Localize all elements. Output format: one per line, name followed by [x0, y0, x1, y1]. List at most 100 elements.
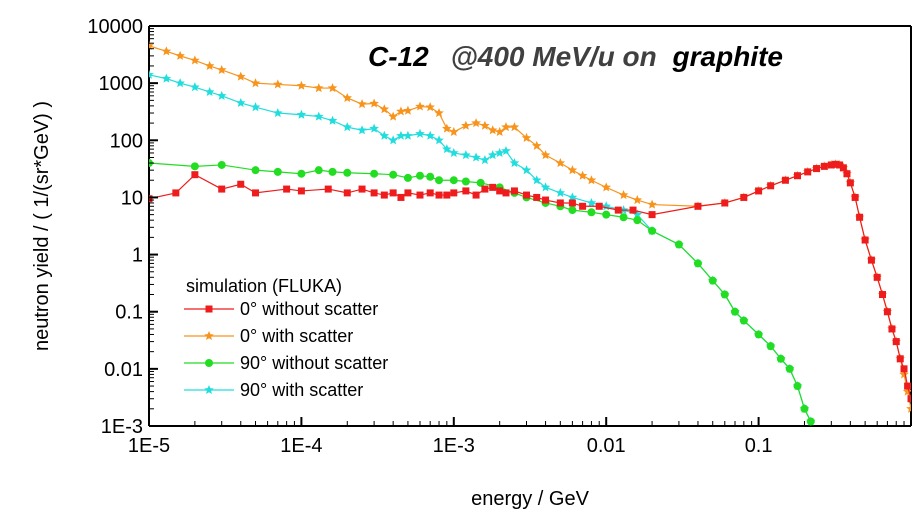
data-point [873, 273, 881, 281]
data-point [357, 125, 367, 135]
title-part-2: @400 MeV/u on [450, 41, 656, 72]
data-point [501, 145, 511, 156]
data-point [601, 201, 611, 211]
data-point [442, 144, 452, 154]
data-point [175, 78, 185, 88]
data-point [693, 259, 702, 268]
data-point [720, 290, 729, 299]
data-point [397, 193, 405, 201]
data-point [739, 316, 748, 325]
y-tick-label: 10000 [87, 16, 143, 38]
legend-entry: 90° with scatter [240, 380, 363, 400]
data-point [883, 308, 891, 316]
data-point [806, 417, 815, 426]
data-point [191, 171, 199, 179]
legend-entry: 90° without scatter [240, 353, 388, 373]
data-point [204, 60, 215, 70]
data-point [487, 125, 498, 135]
data-point [342, 92, 353, 103]
data-point [906, 403, 911, 413]
data-point [435, 191, 443, 199]
data-point [523, 191, 531, 199]
data-point [839, 164, 847, 172]
data-point [793, 382, 802, 391]
data-point [403, 130, 413, 140]
data-point [216, 64, 227, 75]
data-point [434, 108, 444, 118]
data-point [343, 189, 351, 197]
data-point [426, 189, 434, 197]
data-point [297, 169, 306, 178]
data-point [250, 102, 261, 112]
data-point [509, 122, 520, 132]
data-point [236, 97, 246, 107]
data-point [204, 86, 215, 97]
data-point [172, 189, 180, 197]
data-point [540, 150, 551, 160]
y-tick-label: 1E-3 [101, 416, 143, 438]
data-point [342, 122, 353, 132]
data-point [531, 140, 542, 150]
data-point [813, 165, 821, 173]
data-point [820, 162, 828, 170]
data-point [343, 168, 352, 177]
y-tick-label: 1 [132, 245, 143, 267]
data-point [327, 83, 338, 93]
data-point [827, 161, 835, 169]
data-point [487, 150, 498, 160]
x-tick-label: 0.1 [745, 435, 773, 457]
data-point [251, 166, 260, 175]
data-point [297, 187, 305, 195]
data-point [314, 111, 324, 121]
data-point [708, 276, 717, 285]
data-point [472, 191, 480, 199]
data-point [579, 202, 587, 210]
title-part-3: graphite [672, 41, 783, 72]
series-2 [149, 159, 815, 426]
data-point [149, 195, 153, 203]
title-part-1: C-12 [368, 41, 429, 72]
data-point [647, 199, 657, 209]
data-point [149, 40, 154, 50]
data-point [415, 128, 425, 138]
y-tick-label: 100 [110, 130, 143, 152]
data-point [740, 193, 748, 201]
data-point [633, 216, 642, 225]
data-point [867, 256, 875, 264]
data-point [435, 176, 444, 185]
data-point [614, 206, 622, 214]
data-point [521, 132, 532, 142]
data-point [586, 175, 597, 185]
data-point [586, 197, 597, 208]
data-point [357, 99, 367, 109]
data-point [425, 102, 435, 112]
y-tick-label: 1000 [99, 73, 144, 95]
data-point [370, 189, 378, 197]
data-point [794, 172, 802, 180]
data-point [602, 210, 611, 219]
data-point [461, 177, 470, 186]
data-point [461, 150, 471, 160]
data-point [856, 213, 864, 221]
data-point [836, 161, 844, 169]
data-point [449, 176, 458, 185]
legend: simulation (FLUKA) 0° without scatter 0° … [184, 276, 388, 400]
data-point [730, 307, 739, 316]
data-point [389, 189, 397, 197]
data-point [161, 73, 172, 83]
series-layer [149, 40, 911, 426]
data-point [161, 46, 172, 56]
data-point [533, 193, 541, 201]
data-point [785, 364, 794, 373]
data-point [218, 185, 226, 193]
x-tick-label: 0.01 [587, 435, 626, 457]
data-point [888, 325, 896, 333]
data-point [568, 199, 576, 207]
y-tick-label: 10 [121, 187, 143, 209]
y-axis-ticks: 10000 1000 100 10 1 0.1 0.01 1E-3 [87, 16, 158, 438]
x-tick-label: 1E-3 [433, 435, 475, 457]
data-point [379, 130, 390, 140]
legend-marker [204, 331, 214, 341]
data-point [502, 189, 510, 197]
